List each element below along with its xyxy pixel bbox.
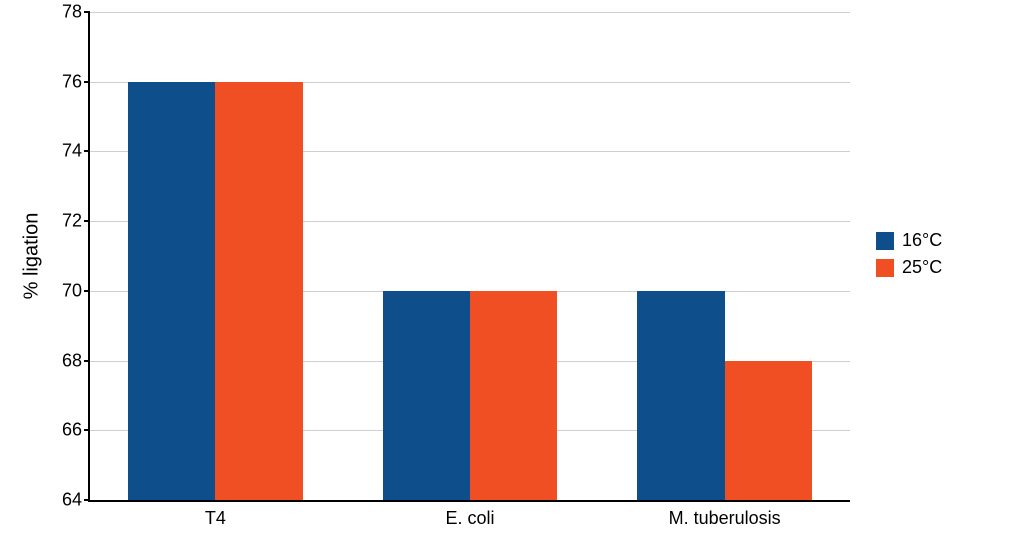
legend-item: 25°C [876, 257, 942, 278]
legend-swatch [876, 232, 894, 250]
ytick-label: 72 [62, 211, 90, 232]
chart-container: 6466687072747678T4E. coliM. tuberulosis … [0, 0, 1024, 560]
xtick-label: M. tuberulosis [669, 500, 781, 529]
ytick-label: 70 [62, 280, 90, 301]
ytick-label: 64 [62, 490, 90, 511]
ytick-label: 66 [62, 420, 90, 441]
bar [383, 291, 470, 500]
bar [128, 82, 215, 500]
bar [725, 361, 812, 500]
y-axis-label: % ligation [21, 213, 44, 300]
ytick-label: 78 [62, 2, 90, 23]
bar [215, 82, 302, 500]
legend-swatch [876, 259, 894, 277]
xtick-label: T4 [205, 500, 226, 529]
legend: 16°C 25°C [876, 230, 942, 284]
bar [470, 291, 557, 500]
xtick-label: E. coli [445, 500, 494, 529]
ytick-label: 74 [62, 141, 90, 162]
gridline [90, 12, 850, 13]
plot-area: 6466687072747678T4E. coliM. tuberulosis [88, 12, 850, 502]
ytick-label: 76 [62, 71, 90, 92]
legend-label: 16°C [902, 230, 942, 251]
bar [637, 291, 724, 500]
legend-item: 16°C [876, 230, 942, 251]
legend-label: 25°C [902, 257, 942, 278]
ytick-label: 68 [62, 350, 90, 371]
